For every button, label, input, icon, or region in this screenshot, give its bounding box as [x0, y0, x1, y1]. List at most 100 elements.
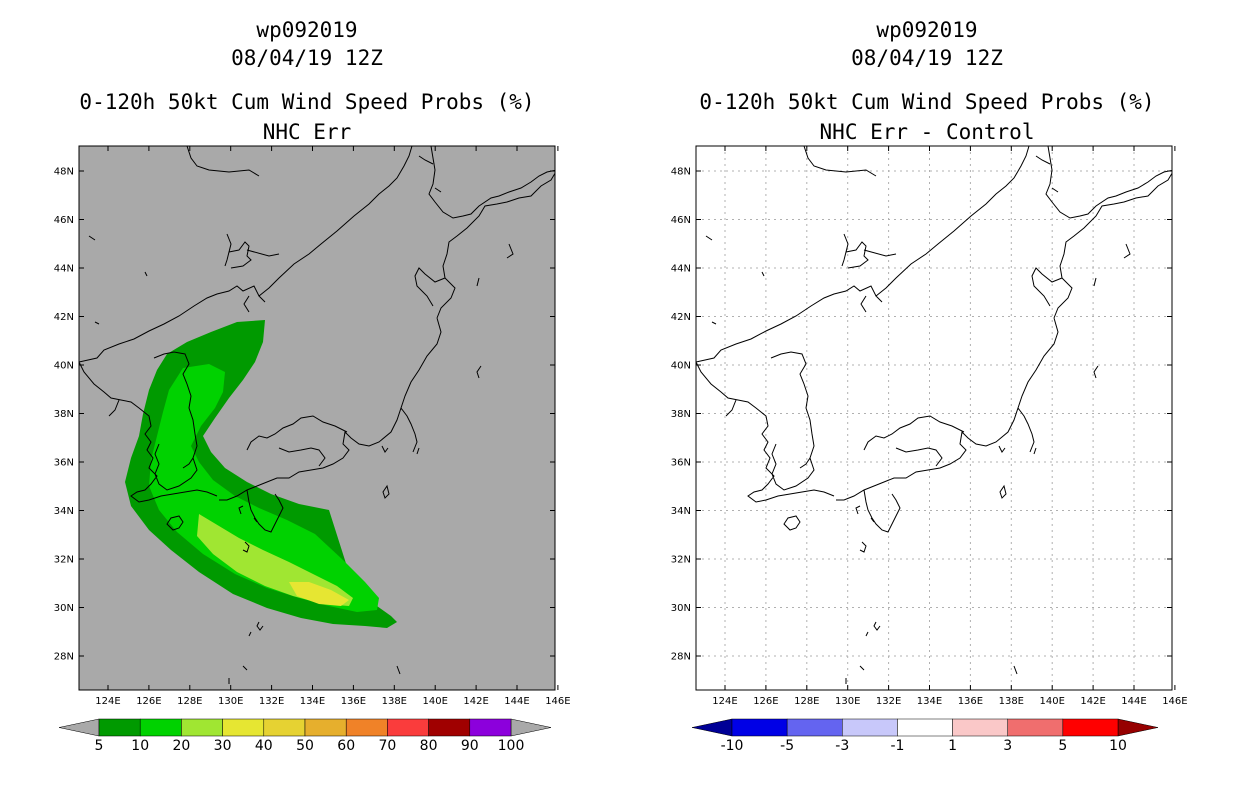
left-map-panel: 124E 126E 128E 130E 132E 134E 136E 138E 140E 142E…: [54, 145, 571, 707]
right-colorbar-swatch: [1062, 718, 1119, 737]
left-title-storm: wp092019: [256, 18, 358, 42]
right-title-product: 0-120h 50kt Cum Wind Speed Probs (%): [699, 90, 1155, 114]
left-lon-tick-label: 134E: [300, 696, 325, 707]
left-title-date: 08/04/19 12Z: [231, 46, 383, 70]
left-colorbar-label: 20: [172, 738, 190, 754]
left-lat-tick-label: 44N: [54, 264, 74, 275]
right-colorbar-label: 5: [1058, 738, 1067, 754]
left-colorbar-label: 100: [498, 738, 525, 754]
left-lon-tick-label: 130E: [218, 696, 243, 707]
left-colorbar-swatch: [387, 718, 429, 737]
right-colorbar-swatch: [897, 718, 953, 737]
left-colorbar-swatch: [469, 718, 512, 737]
left-colorbar-label: 70: [378, 738, 396, 754]
right-title-subtitle: NHC Err - Control: [819, 120, 1035, 144]
left-title-subtitle: NHC Err: [262, 120, 352, 144]
right-lon-tick-label: 140E: [1039, 696, 1064, 707]
right-lat-tick-label: 34N: [671, 506, 691, 517]
right-colorbar-label: 1: [948, 738, 957, 754]
right-colorbar-label: -3: [835, 738, 849, 754]
left-title-product: 0-120h 50kt Cum Wind Speed Probs (%): [79, 90, 535, 114]
right-colorbar-label: 3: [1003, 738, 1012, 754]
right-lon-tick-label: 138E: [999, 696, 1024, 707]
right-axis-ticks: 124E 126E 128E 130E 132E 134E 136E 138E 140E 142E…: [671, 146, 1188, 707]
left-lon-tick-label: 136E: [341, 696, 366, 707]
left-colorbar-label: 90: [461, 738, 479, 754]
right-colorbar-label: -5: [780, 738, 794, 754]
left-colorbar-swatch: [263, 718, 306, 737]
right-colorbar-swatch: [952, 718, 1008, 737]
right-colorbar: -10 -5 -3 -1 1 3 5 10: [691, 718, 1159, 754]
left-lat-tick-label: 40N: [54, 361, 74, 372]
left-lat-tick-label: 32N: [54, 555, 74, 566]
right-lat-tick-label: 46N: [671, 215, 691, 226]
right-lat-tick-label: 32N: [671, 555, 691, 566]
left-colorbar-swatch: [304, 718, 347, 737]
left-colorbar-label: 30: [214, 738, 232, 754]
left-lon-tick-label: 124E: [95, 696, 120, 707]
left-colorbar: 5 10 20 30 40 50 60 70 80 90 100: [58, 718, 552, 754]
left-colorbar-label: 60: [337, 738, 355, 754]
right-colorbar-under-arrow: [691, 718, 733, 737]
right-map-panel: 124E 126E 128E 130E 132E 134E 136E 138E 140E 142E…: [671, 145, 1188, 707]
left-lon-tick-label: 140E: [422, 696, 447, 707]
right-colorbar-label: -1: [890, 738, 904, 754]
left-colorbar-swatch: [345, 718, 388, 737]
right-lat-tick-label: 38N: [671, 409, 691, 420]
left-colorbar-swatch: [222, 718, 265, 737]
right-lon-tick-label: 146E: [1162, 696, 1187, 707]
right-lon-tick-label: 130E: [835, 696, 860, 707]
right-lon-tick-label: 136E: [958, 696, 983, 707]
left-lat-tick-label: 46N: [54, 215, 74, 226]
right-lat-tick-label: 42N: [671, 312, 691, 323]
left-lat-tick-label: 34N: [54, 506, 74, 517]
left-lat-tick-label: 30N: [54, 603, 74, 614]
right-title-storm: wp092019: [876, 18, 978, 42]
right-colorbar-swatch: [842, 718, 898, 737]
right-colorbar-swatch: [786, 718, 843, 737]
prob-band-20: [197, 514, 353, 606]
left-colorbar-swatch: [428, 718, 471, 737]
left-lon-tick-label: 132E: [259, 696, 284, 707]
left-axis-ticks: 124E 126E 128E 130E 132E 134E 136E 138E 140E 142E…: [54, 146, 571, 707]
prob-band-10: [149, 364, 379, 612]
right-lat-tick-label: 30N: [671, 603, 691, 614]
left-lon-tick-label: 144E: [504, 696, 529, 707]
left-lat-tick-label: 48N: [54, 167, 74, 178]
left-lat-tick-label: 42N: [54, 312, 74, 323]
right-colorbar-label: -10: [721, 738, 744, 754]
right-lat-tick-label: 40N: [671, 361, 691, 372]
right-lon-tick-label: 134E: [917, 696, 942, 707]
right-title-date: 08/04/19 12Z: [851, 46, 1003, 70]
left-colorbar-label: 80: [420, 738, 438, 754]
prob-band-30: [289, 582, 349, 606]
right-lon-tick-label: 126E: [753, 696, 778, 707]
right-colorbar-swatch: [731, 718, 788, 737]
right-colorbar-over-arrow: [1117, 718, 1159, 737]
left-colorbar-swatch: [139, 718, 182, 737]
right-colorbar-swatch: [1007, 718, 1064, 737]
left-colorbar-label: 5: [95, 738, 104, 754]
right-lat-tick-label: 44N: [671, 264, 691, 275]
left-lat-tick-label: 36N: [54, 458, 74, 469]
right-lon-tick-label: 144E: [1121, 696, 1146, 707]
right-lon-tick-label: 128E: [794, 696, 819, 707]
right-lat-tick-label: 36N: [671, 458, 691, 469]
left-colorbar-over-arrow: [510, 718, 552, 737]
left-colorbar-label: 10: [131, 738, 149, 754]
left-colorbar-label: 40: [255, 738, 273, 754]
left-colorbar-swatch: [181, 718, 223, 737]
right-lon-tick-label: 132E: [876, 696, 901, 707]
right-lat-tick-label: 48N: [671, 167, 691, 178]
left-lon-tick-label: 138E: [382, 696, 407, 707]
left-lon-tick-label: 126E: [136, 696, 161, 707]
right-lat-tick-label: 28N: [671, 652, 691, 663]
left-lon-tick-label: 146E: [545, 696, 570, 707]
left-colorbar-under-arrow: [58, 718, 100, 737]
right-lon-tick-label: 124E: [712, 696, 737, 707]
left-lon-tick-label: 128E: [177, 696, 202, 707]
left-lat-tick-label: 28N: [54, 652, 74, 663]
left-colorbar-swatch: [98, 718, 141, 737]
left-colorbar-label: 50: [296, 738, 314, 754]
left-lat-tick-label: 38N: [54, 409, 74, 420]
